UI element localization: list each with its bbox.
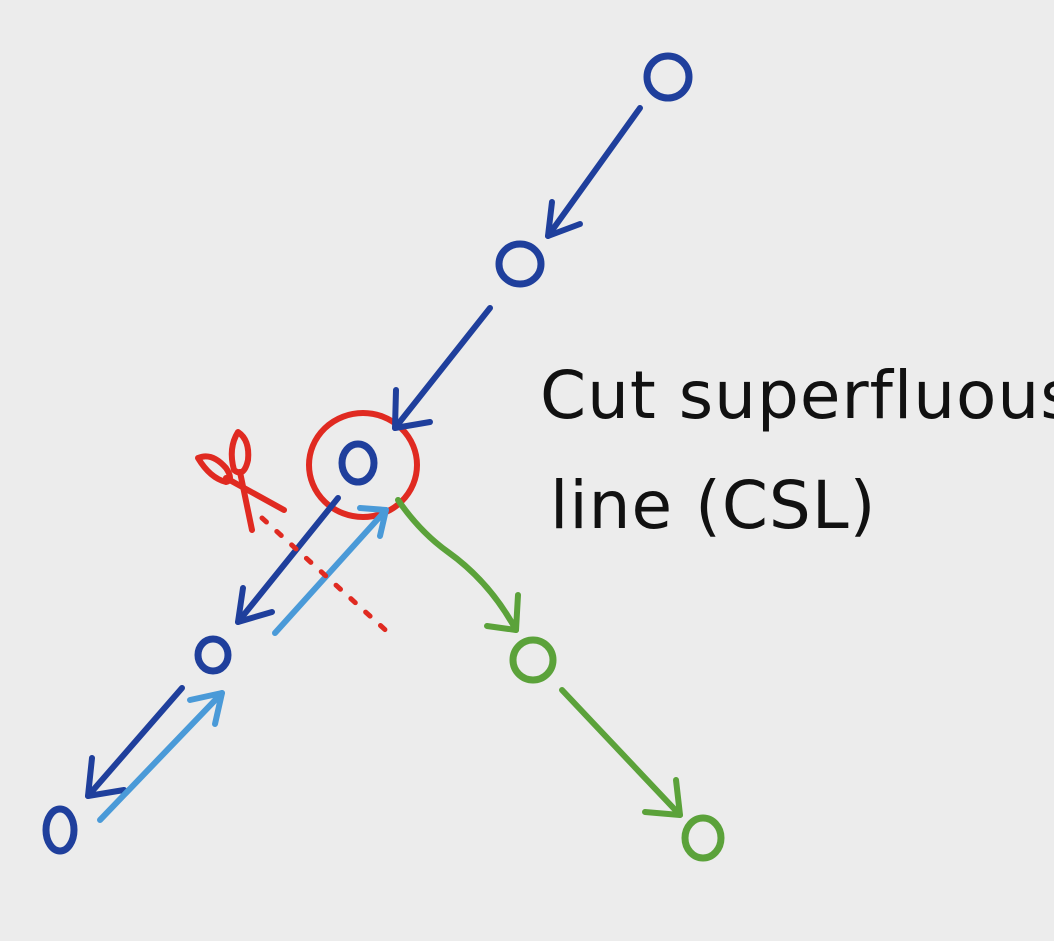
edge-n3-g1 [395,497,521,633]
highlight-ring [306,410,420,520]
node-n5 [42,805,78,855]
annotation: Cut superfluous line (CSL) [540,357,1054,544]
edge-return-n5-n4 [97,690,225,823]
edge-g1-g2 [559,687,683,818]
node-g2 [681,814,725,862]
edge-n1-n2 [545,105,643,239]
edge-n2-n3 [392,305,493,431]
annotation-line-2: line (CSL) [550,467,876,544]
scissors-icon [195,429,287,533]
edge-n4-n5 [85,685,185,799]
node-n1 [643,52,693,102]
edge-return-n4-n3 [272,505,389,636]
node-n2 [495,240,545,288]
node-g1 [509,636,557,684]
node-n4 [194,635,232,675]
node-n3 [338,440,378,486]
annotation-line-1: Cut superfluous [540,357,1054,434]
cut-line [259,515,395,639]
edge-n3-n4 [235,495,341,625]
